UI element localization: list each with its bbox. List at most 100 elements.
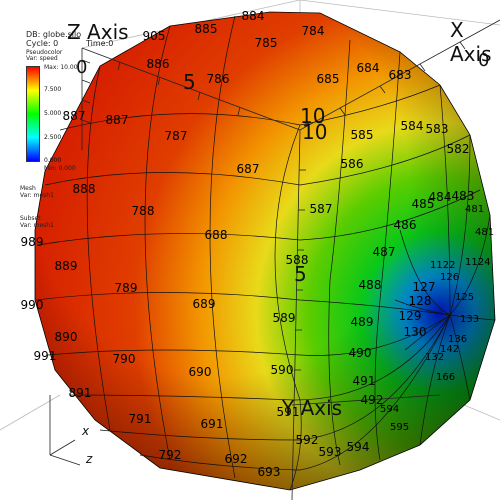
legend-tick: 5.000 [44,110,62,117]
legend-max: Max: 10.00 [44,64,78,71]
zone-label: 989 [21,235,44,249]
axis-lines [81,19,500,500]
axis-ticks [81,41,466,471]
triad-x-label: x [82,424,90,438]
svg-text:142: 142 [440,344,459,355]
zone-label: 492 [361,393,384,407]
zone-label: 490 [349,346,372,360]
time-label: Time:0 [86,39,114,48]
zone-label: 786 [207,72,230,86]
zone-label: 585 [351,128,374,142]
zone-label: 691 [201,417,224,431]
zone-label: 488 [359,278,382,292]
legend-tick: 0.000 [44,157,62,164]
plot-type-label: Pseudocolor [26,49,63,56]
svg-text:166: 166 [436,372,455,383]
zone-label: 887 [63,109,86,123]
zone-label: 587 [310,202,333,216]
zone-label: 491 [353,374,376,388]
zone-label: 683 [389,68,412,82]
z-axis-tick: 5 [183,70,196,94]
zone-label: 584 [401,119,424,133]
zone-label: 890 [55,330,78,344]
svg-text:125: 125 [455,292,474,303]
zone-label: 788 [132,204,155,218]
z-axis-tick: 0 [76,57,88,78]
mesh-var-label: Var: mesh1 [20,192,54,199]
z-axis-title: Z Axis [67,20,129,44]
zone-label: 588 [286,253,309,267]
subset-plot-label: Subset [20,215,41,222]
mesh-plot-label: Mesh [20,185,36,192]
zone-label: 791 [129,412,152,426]
zone-label: 586 [341,157,364,171]
zone-label: 489 [351,315,374,329]
svg-text:126: 126 [440,272,459,283]
zone-label: 888 [73,182,96,196]
zone-label: 685 [317,72,340,86]
zone-label: 690 [189,365,212,379]
zone-label: 129 [399,309,422,323]
zone-label: 889 [55,259,78,273]
zone-label: 905 [143,29,166,43]
zone-label: 594 [347,440,370,454]
zone-label: 790 [113,352,136,366]
zone-label: 130 [404,325,427,339]
x-axis-title: X Axis [450,18,492,66]
zone-label: 590 [271,363,294,377]
zone-label: 784 [302,24,325,38]
zone-label: 990 [21,298,44,312]
svg-text:481: 481 [475,227,494,238]
zone-label: 688 [205,228,228,242]
subset-var-label: Var: mesh1 [20,222,54,229]
corner-tick: 10 [302,120,328,144]
legend-tick: 7.500 [44,86,62,93]
zone-label: 687 [237,162,260,176]
zone-label: 589 [273,311,296,325]
y-axis-title: Y Axis [282,396,343,420]
zone-label: 593 [319,445,342,459]
zone-label: 485 [412,197,435,211]
svg-text:595: 595 [390,422,409,433]
zone-label: 792 [159,448,182,462]
zone-label: 127 [413,280,436,294]
svg-text:481: 481 [465,204,484,215]
svg-text:132: 132 [425,352,444,363]
mesh-grid [35,15,496,491]
globe-shading [35,12,495,490]
zone-label: 483 [452,189,475,203]
color-legend-bar [26,66,40,162]
zone-label: 689 [193,297,216,311]
svg-text:1124: 1124 [465,257,490,268]
x-axis-tick: 0 [478,50,490,71]
zone-label: 484 [429,190,452,204]
zone-label: 693 [258,465,281,479]
zone-label: 991 [34,349,57,363]
y-axis-tick: 5 [294,262,307,286]
zone-label: 486 [394,218,417,232]
legend-tick: 2.500 [44,134,62,141]
svg-text:133: 133 [460,314,479,325]
zone-label: 583 [426,122,449,136]
zone-label: 592 [296,433,319,447]
svg-text:594: 594 [380,404,399,415]
zone-label: 591 [277,405,300,419]
corner-tick: 10 [300,104,326,128]
cycle-label: Cycle: 0 [26,39,59,48]
zone-label: 785 [255,36,278,50]
zone-label: 884 [242,9,265,23]
zone-label: 789 [115,281,138,295]
triad-z-label: z [86,452,93,466]
zone-label: 582 [447,142,470,156]
zone-label: 692 [225,452,248,466]
plot-var-label: Var: speed [26,55,58,62]
zone-label: 885 [195,22,218,36]
zone-label: 487 [373,245,396,259]
zone-label: 886 [147,57,170,71]
zone-label: 887 [106,113,129,127]
svg-text:136: 136 [448,334,467,345]
